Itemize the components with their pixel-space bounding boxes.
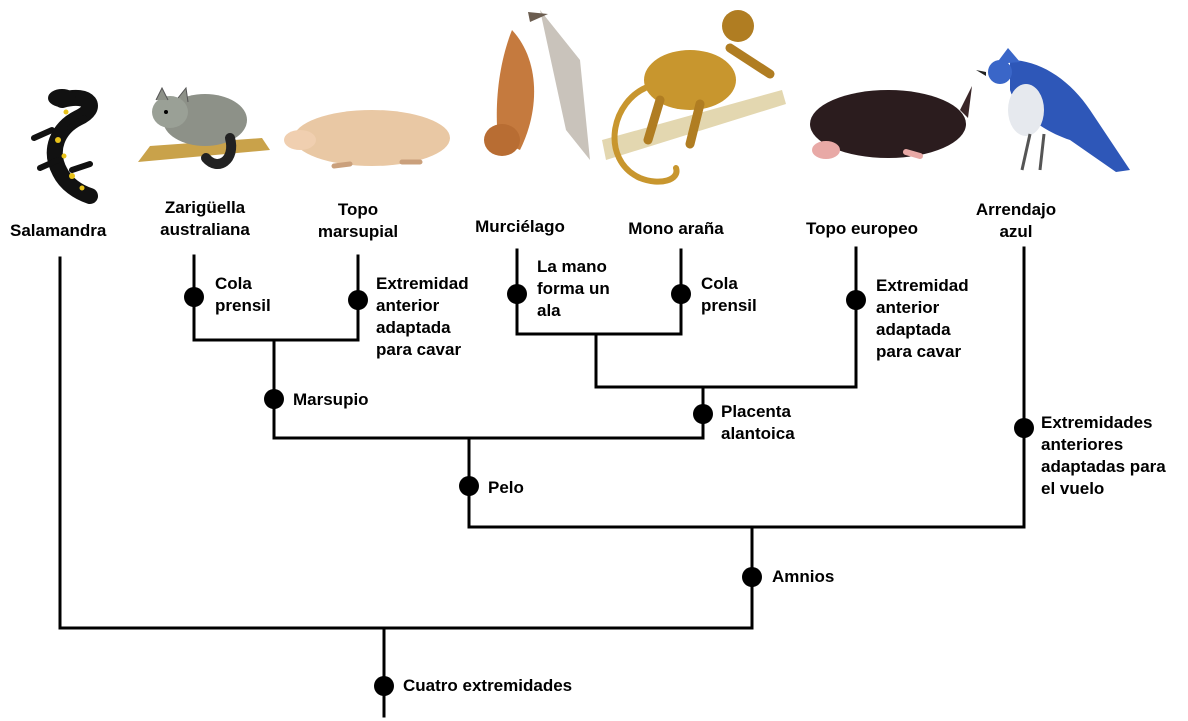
node-european-mole-limb — [846, 290, 866, 310]
salamander-illustration — [31, 89, 98, 204]
node-bat-wing — [507, 284, 527, 304]
bat-illustration — [484, 10, 590, 160]
trait-nodes — [184, 284, 1034, 696]
node-marsupial-mole-limb — [348, 290, 368, 310]
trait-label-marsupial-mole-limb: Extremidad anterior adaptada para cavar — [376, 274, 469, 359]
marsupial-mole-illustration — [284, 110, 450, 169]
european-mole-illustration — [810, 86, 972, 159]
taxon-label-spider-monkey: Mono araña — [628, 219, 724, 238]
trait-label-four-limbs: Cuatro extremidades — [403, 676, 573, 695]
trait-label-marsupium: Marsupio — [293, 390, 369, 409]
trait-label-bat-wing: La mano forma un ala — [537, 257, 610, 320]
spider-monkey-illustration — [602, 10, 786, 185]
taxon-label-bat: Murciélago — [475, 217, 565, 236]
possum-illustration — [138, 86, 270, 169]
node-placenta — [693, 404, 713, 424]
node-amnion — [742, 567, 762, 587]
trait-label-monkey-tail: Cola prensil — [701, 274, 757, 315]
trait-label-hair: Pelo — [488, 478, 524, 497]
node-marsupium — [264, 389, 284, 409]
trait-label-possum-tail: Cola prensil — [215, 274, 271, 315]
trait-label-european-mole-limb: Extremidad anterior adaptada para cavar — [876, 276, 969, 361]
trait-label-placenta: Placenta alantoica — [721, 402, 795, 443]
node-four-limbs — [374, 676, 394, 696]
taxon-label-blue-jay: Arrendajo azul — [975, 200, 1057, 241]
node-monkey-tail — [671, 284, 691, 304]
taxon-label-possum: Zarigüella australiana — [160, 198, 250, 239]
trait-label-bird-flight: Extremidades anteriores adaptadas para e… — [1041, 413, 1166, 498]
taxon-label-marsupial-mole: Topo marsupial — [317, 200, 399, 241]
taxon-label-salamander: Salamandra — [10, 221, 107, 240]
taxon-label-european-mole: Topo europeo — [805, 219, 919, 238]
node-possum-tail — [184, 287, 204, 307]
node-hair — [459, 476, 479, 496]
node-bird-flight — [1014, 418, 1034, 438]
tree-lines — [58, 246, 1026, 718]
blue-jay-illustration — [976, 48, 1130, 172]
trait-label-amnion: Amnios — [772, 567, 835, 586]
